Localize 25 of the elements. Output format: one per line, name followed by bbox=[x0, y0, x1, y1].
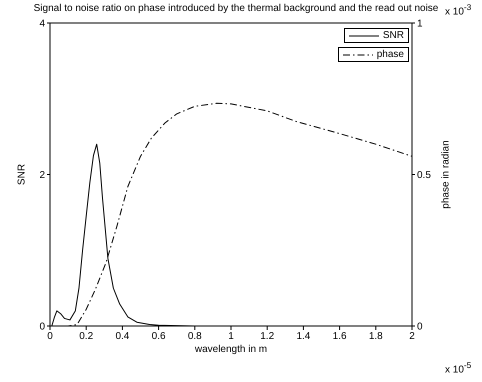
x-tick-label: 0.4 bbox=[115, 331, 130, 342]
y-tick-label: 0 bbox=[39, 322, 46, 333]
y2-tick-label: 1 bbox=[417, 18, 423, 30]
y2-axis-title: phase in radian bbox=[440, 140, 452, 209]
x-tick-label: 1.4 bbox=[296, 331, 311, 342]
x-axis-title: wavelength in m bbox=[194, 344, 268, 355]
x-tick-label: 1.2 bbox=[260, 331, 275, 342]
x-tick-label: 1.8 bbox=[368, 331, 384, 342]
y2-tick-label: 0 bbox=[417, 322, 423, 333]
x-tick-label: 0 bbox=[47, 331, 54, 342]
x-tick-label: 1 bbox=[228, 331, 234, 342]
x-tick-label: 2 bbox=[409, 331, 416, 342]
text: x 10$^{-3}$ bbox=[445, 2, 472, 18]
x-tick-label: 1.6 bbox=[332, 331, 347, 342]
x-tick-label: 0.2 bbox=[79, 331, 94, 342]
x-tick-label: 0.8 bbox=[188, 331, 202, 342]
y-tick-label: 4 bbox=[39, 18, 46, 30]
y2-tick-label: 0.5 bbox=[417, 170, 432, 182]
y-tick-label: 2 bbox=[39, 170, 46, 182]
x-tick-label: 0.6 bbox=[152, 331, 166, 342]
chart-title: Signal to noise ratio on phase introduced by the thermal background and the read out noise bbox=[34, 3, 438, 14]
y-axis-title: SNR bbox=[16, 164, 28, 186]
legend-label: SNR bbox=[382, 30, 404, 41]
legend-label: phase bbox=[376, 49, 404, 60]
text: x 10$^{-5}$ bbox=[445, 360, 472, 376]
